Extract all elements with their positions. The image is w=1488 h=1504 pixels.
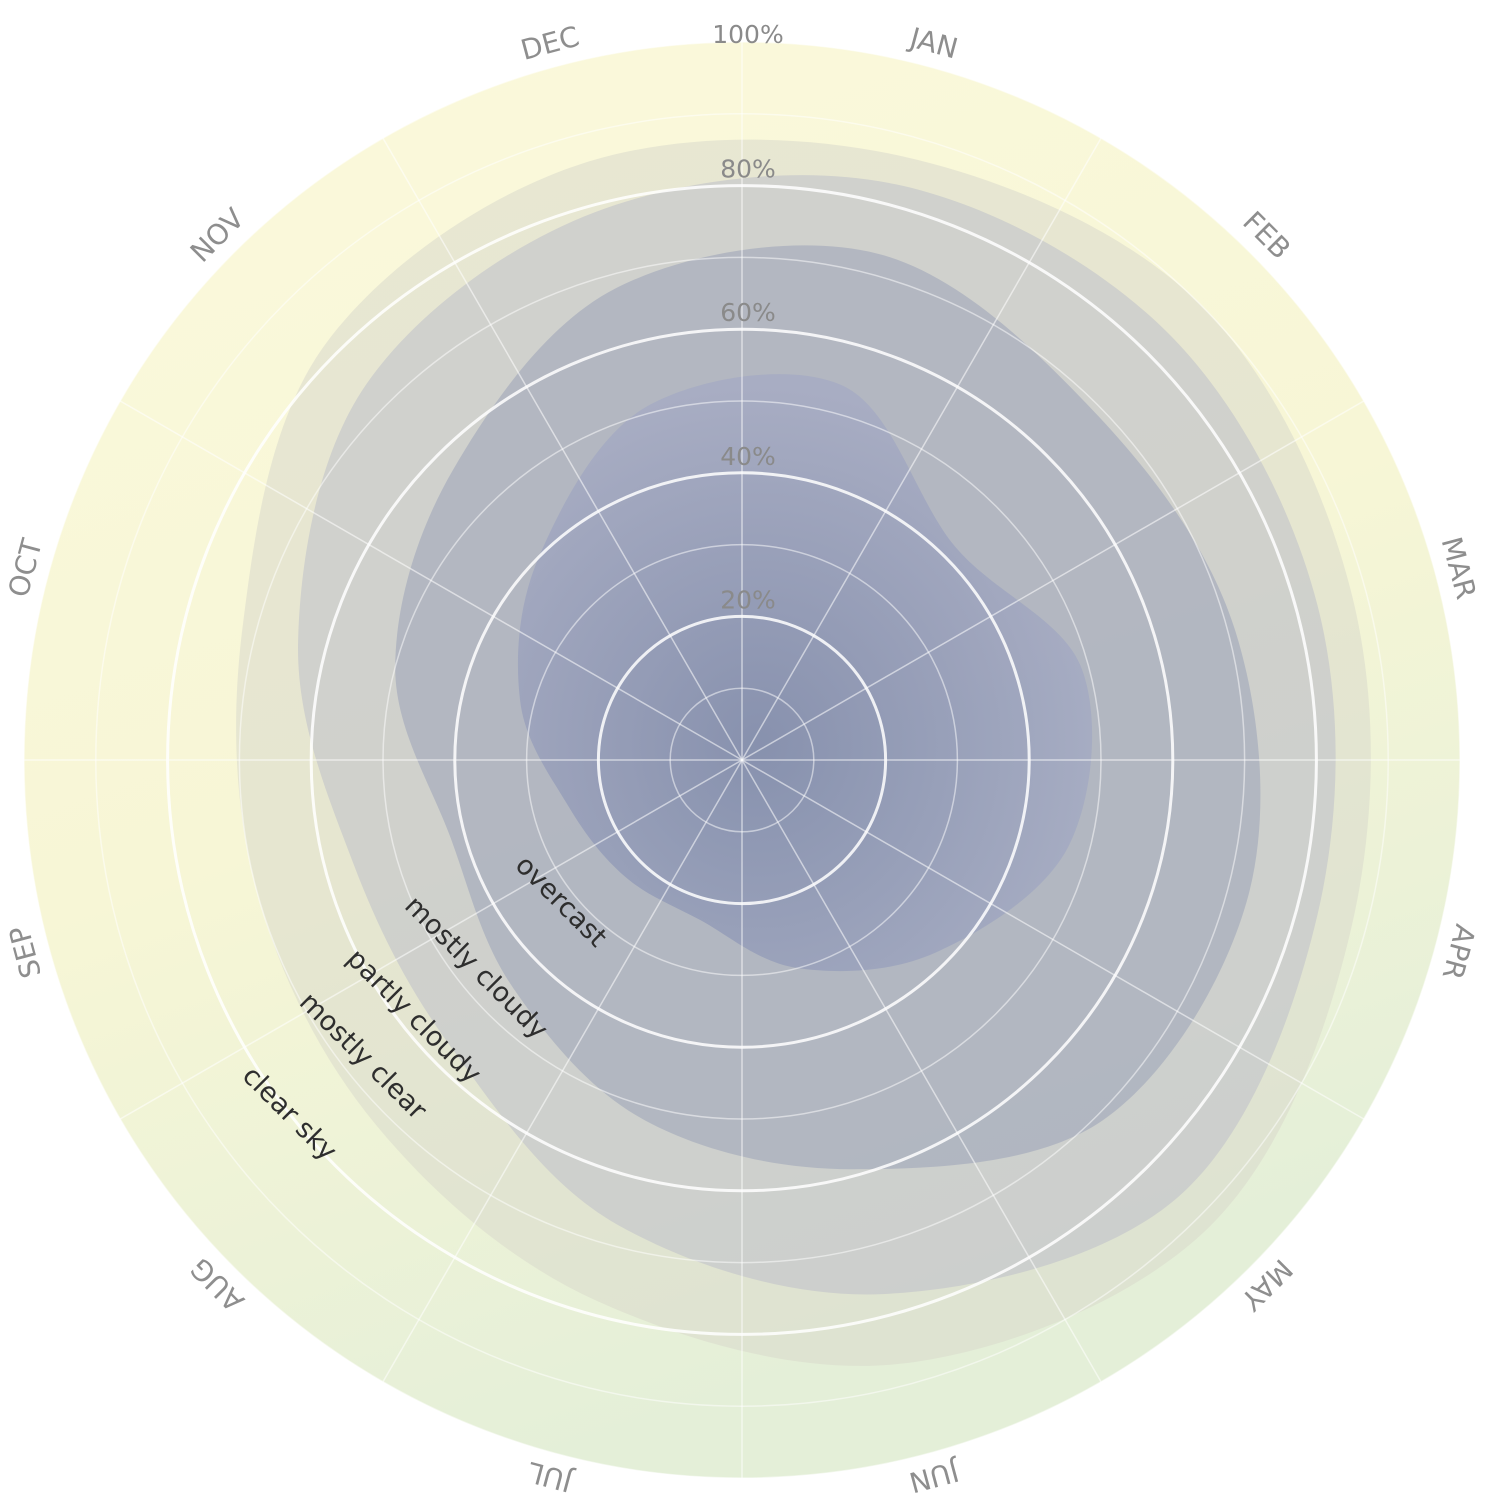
grid-spoke-2 (741, 400, 1365, 761)
grid-spoke-10 (119, 400, 743, 761)
month-label-apr: APR (1436, 921, 1482, 983)
grid-spoke-8 (119, 759, 743, 1120)
grid-spoke-4 (741, 759, 1365, 1120)
radial-tick-label: 40% (720, 442, 776, 471)
grid-lines (23, 41, 1461, 1479)
month-label-jan: JAN (905, 21, 962, 66)
month-label-dec: DEC (517, 20, 582, 67)
grid-spoke-7 (382, 759, 743, 1383)
month-label-sep: SEP (3, 922, 48, 981)
grid-spoke-11 (382, 137, 743, 761)
band-areas (24, 42, 1460, 1478)
radial-tick-labels: 20% 40% 60% 80% 100% (712, 20, 783, 614)
month-label-oct: OCT (2, 535, 49, 601)
radial-tick-label: 80% (720, 155, 776, 184)
month-label-jun: JUN (906, 1454, 964, 1499)
radial-tick-label: 20% (720, 585, 776, 614)
radial-tick-label: 60% (720, 298, 776, 327)
month-label-jul: JUL (524, 1455, 578, 1499)
grid-spoke-1 (741, 137, 1102, 761)
grid-spoke-5 (741, 759, 1102, 1383)
radial-tick-label: 100% (712, 20, 783, 49)
month-label-mar: MAR (1435, 533, 1483, 602)
